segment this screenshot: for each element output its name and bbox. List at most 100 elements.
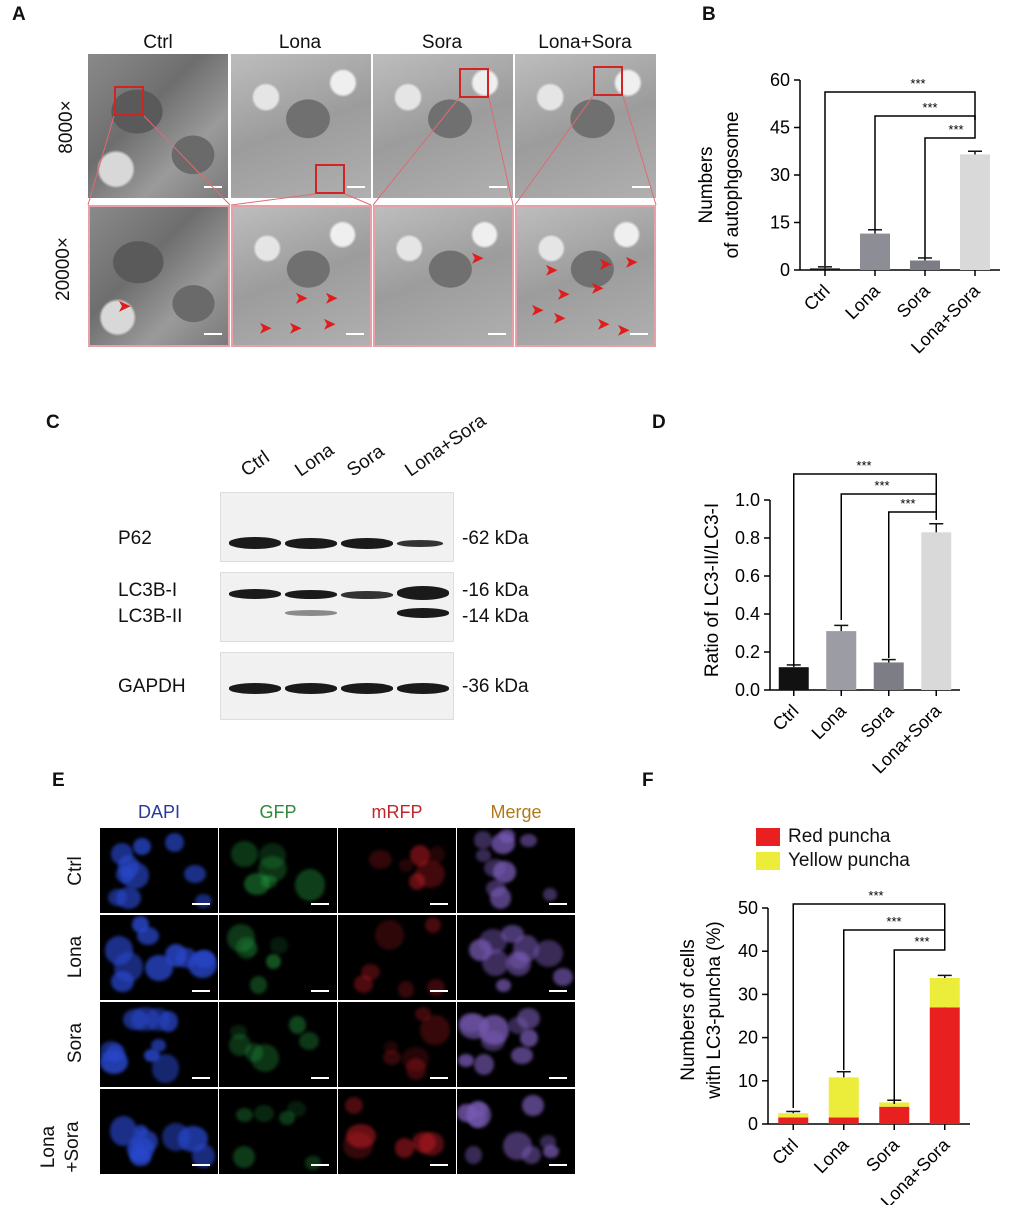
panel-e-letter: E (52, 770, 65, 791)
cell-nucleus (495, 979, 512, 993)
cell-nucleus (501, 924, 524, 944)
zoom-region-box (114, 86, 144, 116)
panel-f-chart: Numbers of cells with LC3-puncha (%) 0 10… (678, 888, 970, 1205)
band (397, 586, 449, 600)
cell-nucleus (261, 875, 277, 888)
scale-bar (632, 186, 650, 188)
scale-bar (549, 903, 567, 905)
panel-f-significance-1: *** (868, 888, 883, 903)
cell-nucleus (258, 843, 287, 869)
band (285, 683, 337, 694)
cell-nucleus (539, 1134, 557, 1149)
scale-bar (549, 1077, 567, 1079)
panel-d-significance-1: *** (856, 458, 871, 473)
panel-d-significance-3: *** (900, 496, 915, 511)
legend-swatch-red (756, 828, 780, 846)
cell-nucleus (489, 887, 511, 909)
y-tick-label: 50 (738, 898, 758, 918)
cell-nucleus (305, 1155, 321, 1171)
autophagosome-arrow-icon: ➤ (545, 262, 558, 279)
cell-nucleus (194, 950, 216, 968)
panel-e-row-ctrl: Ctrl (65, 856, 86, 886)
autophagosome-arrow-icon: ➤ (597, 316, 610, 333)
fluorescence-image (219, 1002, 337, 1087)
cell-nucleus (424, 916, 441, 934)
autophagosome-arrow-icon: ➤ (625, 254, 638, 271)
cell-nucleus (508, 952, 528, 970)
scale-bar (430, 1164, 448, 1166)
cell-nucleus (235, 1107, 253, 1122)
y-tick-label: 60 (770, 70, 790, 90)
autophagosome-arrow-icon: ➤ (325, 290, 338, 307)
em-lona-8000x-image (231, 54, 371, 198)
panel-f-ylabel-line1: Numbers of cells (678, 939, 699, 1081)
zoom-connector-lines (87, 95, 657, 206)
cell-nucleus (162, 1123, 190, 1152)
panel-a-col-lona-sora: Lona+Sora (538, 32, 632, 53)
panel-b-ylabel-line2: of autophgosome (722, 112, 743, 259)
x-tick-label: Ctrl (768, 1135, 802, 1169)
panel-d-chart: Ratio of LC3-II/LC3-I 0.0 0.2 0.4 0.6 0.8 1.0… (702, 458, 960, 777)
cell-nucleus (394, 1138, 415, 1158)
fluorescence-image (100, 1089, 218, 1174)
cell-nucleus (191, 1144, 215, 1169)
fluorescence-image (219, 1089, 337, 1174)
cell-nucleus (520, 1028, 539, 1047)
y-tick-label: 30 (770, 165, 790, 185)
cell-nucleus (343, 1132, 373, 1159)
band (341, 591, 393, 599)
fluorescence-image (457, 1089, 575, 1174)
scale-bar (346, 333, 364, 335)
fluorescence-image (457, 828, 575, 913)
cell-nucleus (402, 1046, 429, 1072)
cell-nucleus (414, 860, 445, 889)
cell-nucleus (295, 869, 325, 902)
cell-nucleus (468, 939, 492, 962)
cell-nucleus (231, 841, 258, 868)
x-tick-label: Lona (810, 1134, 853, 1177)
em-sora-8000x-image (373, 54, 513, 198)
cell-nucleus (458, 1053, 474, 1067)
cell-nucleus (131, 1006, 161, 1031)
kda-p62: -62 kDa (462, 528, 529, 549)
autophagosome-arrow-icon: ➤ (259, 320, 272, 337)
panel-c-letter: C (46, 412, 60, 433)
cell-nucleus (397, 981, 415, 998)
cell-nucleus (229, 1033, 251, 1057)
cell-nucleus (420, 1014, 450, 1046)
scale-bar (192, 1077, 210, 1079)
cell-nucleus (398, 859, 413, 873)
fluorescence-image (338, 1089, 456, 1174)
x-tick-label: Sora (857, 700, 899, 742)
panel-b-chart: Numbers of autophgosome 0 15 30 45 60 Ctrl Lon… (696, 70, 1000, 357)
x-tick-label: Ctrl (769, 701, 803, 735)
cell-nucleus (106, 1043, 126, 1063)
bar (910, 260, 940, 270)
significance-bracket (840, 493, 937, 620)
panel-e-row-lona-sora-line1: Lona (38, 1125, 59, 1169)
bar (778, 1113, 809, 1118)
y-tick-label: 15 (770, 213, 790, 233)
cell-nucleus (344, 1097, 363, 1115)
bar (873, 662, 904, 690)
cell-nucleus (361, 963, 380, 981)
cell-nucleus (411, 1132, 437, 1154)
blot-lc3b (220, 572, 454, 642)
autophagosome-arrow-icon: ➤ (553, 310, 566, 327)
significance-bracket (888, 511, 937, 658)
significance-bracket (893, 934, 946, 1104)
cell-nucleus (257, 855, 288, 882)
bar (929, 977, 960, 1008)
cell-nucleus (137, 926, 160, 945)
y-tick-label: 45 (770, 118, 790, 138)
cell-nucleus (522, 1095, 544, 1116)
panel-b-ylabel-line1: Numbers (696, 146, 717, 223)
cell-nucleus (151, 1039, 167, 1053)
fluorescence-image (338, 1002, 456, 1087)
cell-nucleus (410, 845, 431, 866)
em-lona-20000x-image: ➤ ➤ ➤ ➤ ➤ (231, 205, 372, 347)
panel-e-row-lona-sora-line2: +Sora (62, 1121, 83, 1173)
band (397, 683, 449, 694)
bar (879, 1102, 910, 1107)
fluorescence-image (219, 915, 337, 1000)
